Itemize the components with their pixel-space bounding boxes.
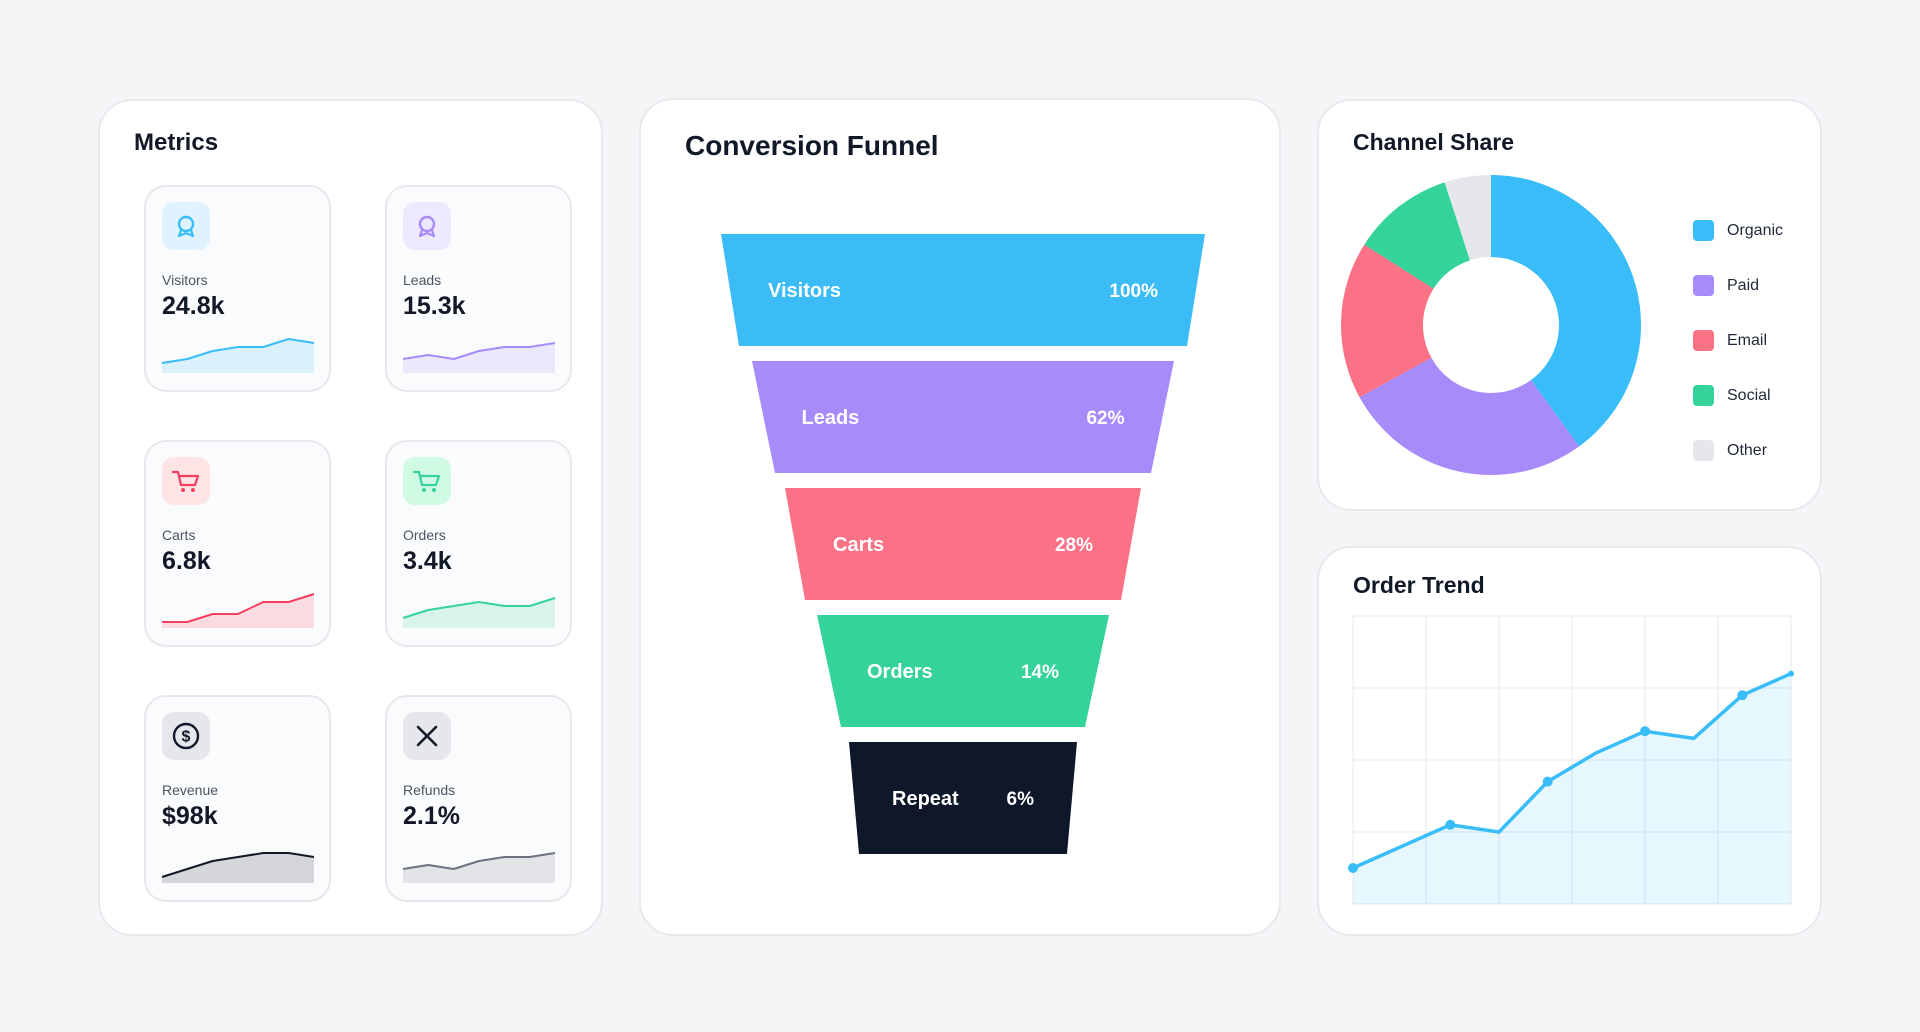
metrics-title: Metrics [134, 129, 219, 156]
sparkline-area [403, 853, 555, 883]
legend-label: Social [1727, 386, 1771, 404]
legend-label: Other [1727, 441, 1768, 459]
metric-card-leads[interactable]: Leads 15.3k [385, 185, 572, 392]
metric-card-carts[interactable]: Carts 6.8k [144, 440, 331, 647]
sparkline [161, 852, 315, 883]
legend-label: Email [1727, 331, 1768, 349]
legend-label: Organic [1727, 221, 1784, 239]
metric-value: 15.3k [403, 292, 466, 320]
conversion-funnel-panel: Conversion Funnel Visitors 100% Leads 62% Ca… [639, 98, 1281, 936]
user-badge-icon [403, 202, 451, 250]
metric-label: Visitors [162, 272, 208, 288]
legend-item-other[interactable]: Other [1693, 423, 1783, 478]
trend-point[interactable] [1737, 690, 1748, 701]
svg-text:$: $ [182, 729, 191, 746]
trend-line [1351, 671, 1793, 870]
legend-swatch [1693, 275, 1714, 296]
sparkline-line [161, 338, 315, 364]
trend-point[interactable] [1542, 776, 1553, 787]
sparkline [402, 852, 556, 883]
trend-point[interactable] [1445, 819, 1456, 830]
close-icon [403, 712, 451, 760]
funnel-segment-carts[interactable] [785, 488, 1141, 600]
funnel-segment-repeat[interactable] [849, 742, 1077, 854]
funnel-label: Orders [867, 661, 933, 683]
legend-swatch [1693, 220, 1714, 241]
sparkline-area [162, 339, 314, 373]
sparkline-line [161, 852, 315, 878]
funnel-value: 62% [1086, 408, 1124, 429]
sparkline-line [402, 852, 556, 870]
legend-swatch [1693, 330, 1714, 351]
order-trend-title: Order Trend [1353, 572, 1485, 598]
funnel-chart: Visitors 100% Leads 62% Carts 28% Orders 14% Rep… [721, 234, 1205, 854]
trend-area [1353, 673, 1791, 904]
user-badge-icon [162, 202, 210, 250]
sparkline-line [402, 342, 556, 360]
order-trend-chart [1348, 615, 1794, 905]
sparkline [161, 338, 315, 373]
sparkline-line [162, 593, 315, 623]
sparkline [162, 593, 315, 628]
donut-slice-organic[interactable] [1491, 175, 1641, 447]
metric-label: Refunds [403, 782, 456, 798]
funnel-value: 14% [1021, 662, 1059, 683]
funnel-label: Carts [833, 534, 884, 556]
metric-value: 6.8k [162, 547, 211, 575]
trend-point[interactable] [1640, 726, 1650, 737]
metric-label: Orders [403, 527, 446, 543]
metric-card-orders[interactable]: Orders 3.4k [385, 440, 572, 647]
metrics-panel: Metrics Visitors 24.8k Leads 15.3k Carts 6.8k… [98, 99, 603, 936]
funnel-title: Conversion Funnel [685, 130, 939, 161]
sparkline [402, 597, 556, 628]
shopping-cart-icon [162, 457, 210, 505]
metric-label: Leads [403, 272, 442, 288]
legend-swatch [1693, 440, 1714, 461]
donut-slice-email[interactable] [1341, 244, 1434, 398]
chart-legend: Organic Paid Email Social Other [1693, 203, 1783, 478]
sparkline-area [403, 343, 555, 373]
grid [1352, 615, 1792, 905]
metric-label: Revenue [162, 782, 219, 798]
metric-value: $98k [162, 802, 218, 830]
shopping-cart-icon [403, 457, 451, 505]
sparkline-line [402, 597, 556, 619]
metric-card-refunds[interactable]: Refunds 2.1% [385, 695, 572, 902]
donut-slice-paid[interactable] [1359, 357, 1580, 476]
funnel-value: 28% [1055, 535, 1093, 556]
channel-share-panel: Channel Share Organic Paid Email Social Othe… [1317, 99, 1822, 511]
funnel-segment-leads[interactable] [752, 361, 1174, 473]
trend-point[interactable] [1348, 863, 1358, 873]
funnel-label: Visitors [768, 280, 841, 302]
legend-item-paid[interactable]: Paid [1693, 258, 1783, 313]
funnel-label: Leads [802, 407, 860, 429]
sparkline [402, 342, 556, 373]
donut-slice-other[interactable] [1444, 175, 1491, 261]
funnel-segment-orders[interactable] [817, 615, 1109, 727]
funnel-value: 6% [1007, 789, 1035, 810]
funnel-value: 100% [1109, 281, 1158, 302]
funnel-label: Repeat [892, 788, 959, 810]
metric-card-visitors[interactable]: Visitors 24.8k [144, 185, 331, 392]
sparkline-area [403, 598, 555, 628]
metric-card-revenue[interactable]: $ Revenue $98k [144, 695, 331, 902]
trend-point[interactable] [1788, 670, 1794, 677]
legend-item-organic[interactable]: Organic [1693, 203, 1783, 258]
donut-slice-social[interactable] [1364, 182, 1470, 289]
legend-swatch [1693, 385, 1714, 406]
legend-label: Paid [1727, 276, 1760, 294]
metric-value: 3.4k [403, 547, 452, 575]
sparkline-area [162, 853, 314, 883]
order-trend-panel: Order Trend [1317, 546, 1822, 936]
dollar-coin-icon: $ [162, 712, 210, 760]
metric-value: 24.8k [162, 292, 225, 320]
legend-item-social[interactable]: Social [1693, 368, 1783, 423]
donut-chart [1341, 175, 1641, 476]
metric-label: Carts [162, 527, 196, 543]
funnel-segment-visitors[interactable] [721, 234, 1205, 346]
metric-value: 2.1% [403, 802, 460, 830]
channel-share-title: Channel Share [1353, 129, 1515, 155]
legend-item-email[interactable]: Email [1693, 313, 1783, 368]
